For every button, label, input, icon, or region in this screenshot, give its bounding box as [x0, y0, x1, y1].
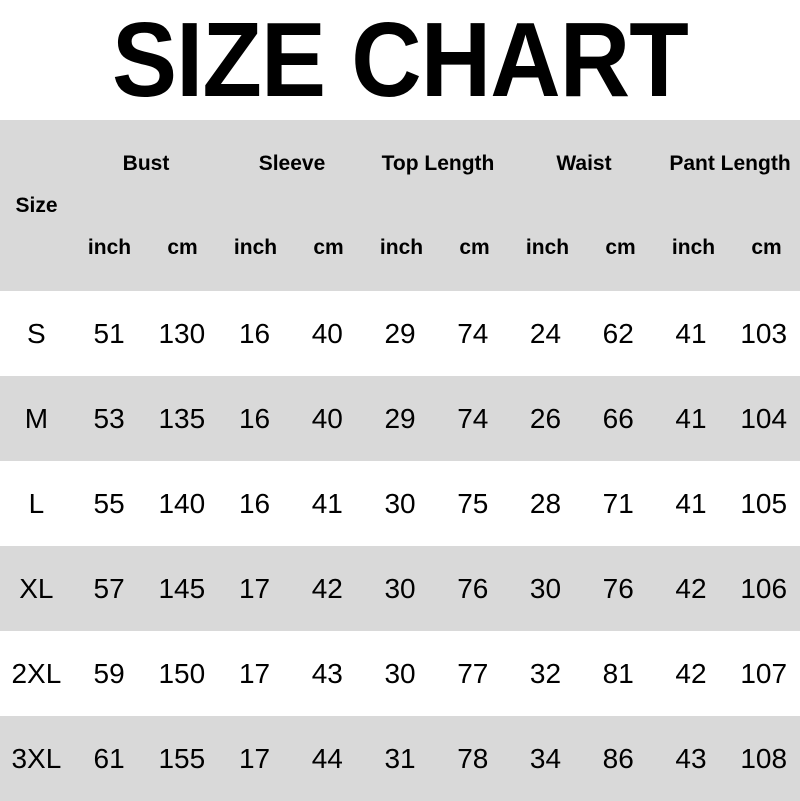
- measurement-cell: 30: [384, 657, 416, 689]
- unit-header: cm: [751, 236, 782, 259]
- measurement-cell: 86: [602, 742, 634, 774]
- measurement-cell: 76: [457, 572, 489, 604]
- measurement-cell: 145: [158, 572, 206, 604]
- unit-header: inch: [87, 236, 132, 259]
- measurement-cell: 78: [457, 742, 489, 774]
- table-row: 3XL 61 155 17 44 31 78 34 86 43 108: [0, 716, 800, 801]
- measurement-cell: 17: [238, 742, 271, 774]
- measurement-cell: 42: [675, 572, 707, 604]
- table-row: L 55 140 16 41 30 75 28 71 41 105: [0, 461, 800, 546]
- group-header: Sleeve: [258, 152, 326, 175]
- measurement-cell: 34: [529, 742, 562, 774]
- measurement-cell: 30: [384, 487, 416, 519]
- measurement-cell: 74: [457, 317, 489, 349]
- unit-header: cm: [605, 236, 636, 259]
- measurement-cell: 106: [740, 572, 788, 604]
- measurement-cell: 32: [529, 657, 562, 689]
- measurement-cell: 24: [529, 317, 562, 349]
- measurement-cell: 16: [238, 317, 271, 349]
- measurement-cell: 41: [675, 317, 707, 349]
- measurement-cell: 140: [158, 487, 206, 519]
- measurement-cell: 29: [384, 402, 416, 434]
- measurement-cell: 104: [740, 402, 788, 434]
- measurement-cell: 51: [93, 317, 125, 349]
- measurement-cell: 66: [602, 402, 634, 434]
- measurement-cell: 81: [602, 657, 634, 689]
- group-header: Pant Length: [669, 152, 791, 175]
- unit-header: inch: [379, 236, 424, 259]
- table-row: XL 57 145 17 42 30 76 30 76 42 106: [0, 546, 800, 631]
- size-cell: XL: [19, 572, 54, 604]
- measurement-cell: 17: [238, 572, 271, 604]
- unit-header: inch: [525, 236, 570, 259]
- measurement-cell: 30: [384, 572, 416, 604]
- measurement-cell: 107: [740, 657, 788, 689]
- measurement-cell: 40: [311, 402, 343, 434]
- measurement-cell: 105: [740, 487, 788, 519]
- measurement-cell: 76: [602, 572, 634, 604]
- measurement-cell: 59: [93, 657, 125, 689]
- unit-header: cm: [459, 236, 490, 259]
- measurement-cell: 42: [311, 572, 343, 604]
- group-header: Top Length: [381, 152, 495, 175]
- measurement-cell: 74: [457, 402, 489, 434]
- size-column-header: Size: [15, 193, 58, 217]
- measurement-cell: 77: [457, 657, 489, 689]
- measurement-cell: 16: [238, 487, 271, 519]
- measurement-cell: 31: [384, 742, 416, 774]
- measurement-cell: 75: [457, 487, 489, 519]
- page-title: SIZE CHART: [112, 1, 689, 119]
- measurement-cell: 61: [93, 742, 125, 774]
- measurement-cell: 150: [158, 657, 206, 689]
- measurement-cell: 57: [93, 572, 125, 604]
- measurement-cell: 26: [529, 402, 562, 434]
- table-row: 2XL 59 150 17 43 30 77 32 81 42 107: [0, 631, 800, 716]
- measurement-cell: 55: [93, 487, 125, 519]
- measurement-cell: 17: [238, 657, 271, 689]
- measurement-cell: 135: [158, 402, 206, 434]
- table-row: M 53 135 16 40 29 74 26 66 41 104: [0, 376, 800, 461]
- table-header: Size Bust inch cm Sleeve inch cm Top Length inc…: [0, 120, 800, 291]
- measurement-cell: 42: [675, 657, 707, 689]
- measurement-cell: 41: [675, 487, 707, 519]
- measurement-cell: 71: [602, 487, 634, 519]
- measurement-cell: 16: [238, 402, 271, 434]
- measurement-cell: 103: [740, 317, 788, 349]
- measurement-cell: 40: [311, 317, 343, 349]
- measurement-cell: 130: [158, 317, 206, 349]
- size-cell: 2XL: [11, 657, 62, 689]
- measurement-cell: 62: [602, 317, 634, 349]
- measurement-cell: 29: [384, 317, 416, 349]
- measurement-cell: 44: [311, 742, 343, 774]
- measurement-cell: 43: [311, 657, 343, 689]
- measurement-cell: 41: [675, 402, 707, 434]
- measurement-cell: 53: [93, 402, 125, 434]
- measurement-cell: 41: [311, 487, 343, 519]
- measurement-cell: 30: [529, 572, 562, 604]
- measurement-cell: 43: [675, 742, 707, 774]
- group-header: Bust: [122, 152, 170, 175]
- group-header: Waist: [556, 152, 612, 175]
- measurement-cell: 108: [740, 742, 788, 774]
- table-row: S 51 130 16 40 29 74 24 62 41 103: [0, 291, 800, 376]
- size-cell: L: [28, 487, 45, 519]
- size-table-body: S 51 130 16 40 29 74 24 62 41 103 M 53 135 16 40 29 74 26 6…: [0, 291, 800, 801]
- size-cell: 3XL: [11, 742, 62, 774]
- unit-header: inch: [233, 236, 278, 259]
- unit-header: inch: [671, 236, 716, 259]
- measurement-cell: 28: [529, 487, 562, 519]
- measurement-cell: 155: [158, 742, 206, 774]
- size-cell: M: [24, 402, 49, 434]
- unit-header: cm: [313, 236, 344, 259]
- size-cell: S: [27, 317, 46, 349]
- unit-header: cm: [167, 236, 198, 259]
